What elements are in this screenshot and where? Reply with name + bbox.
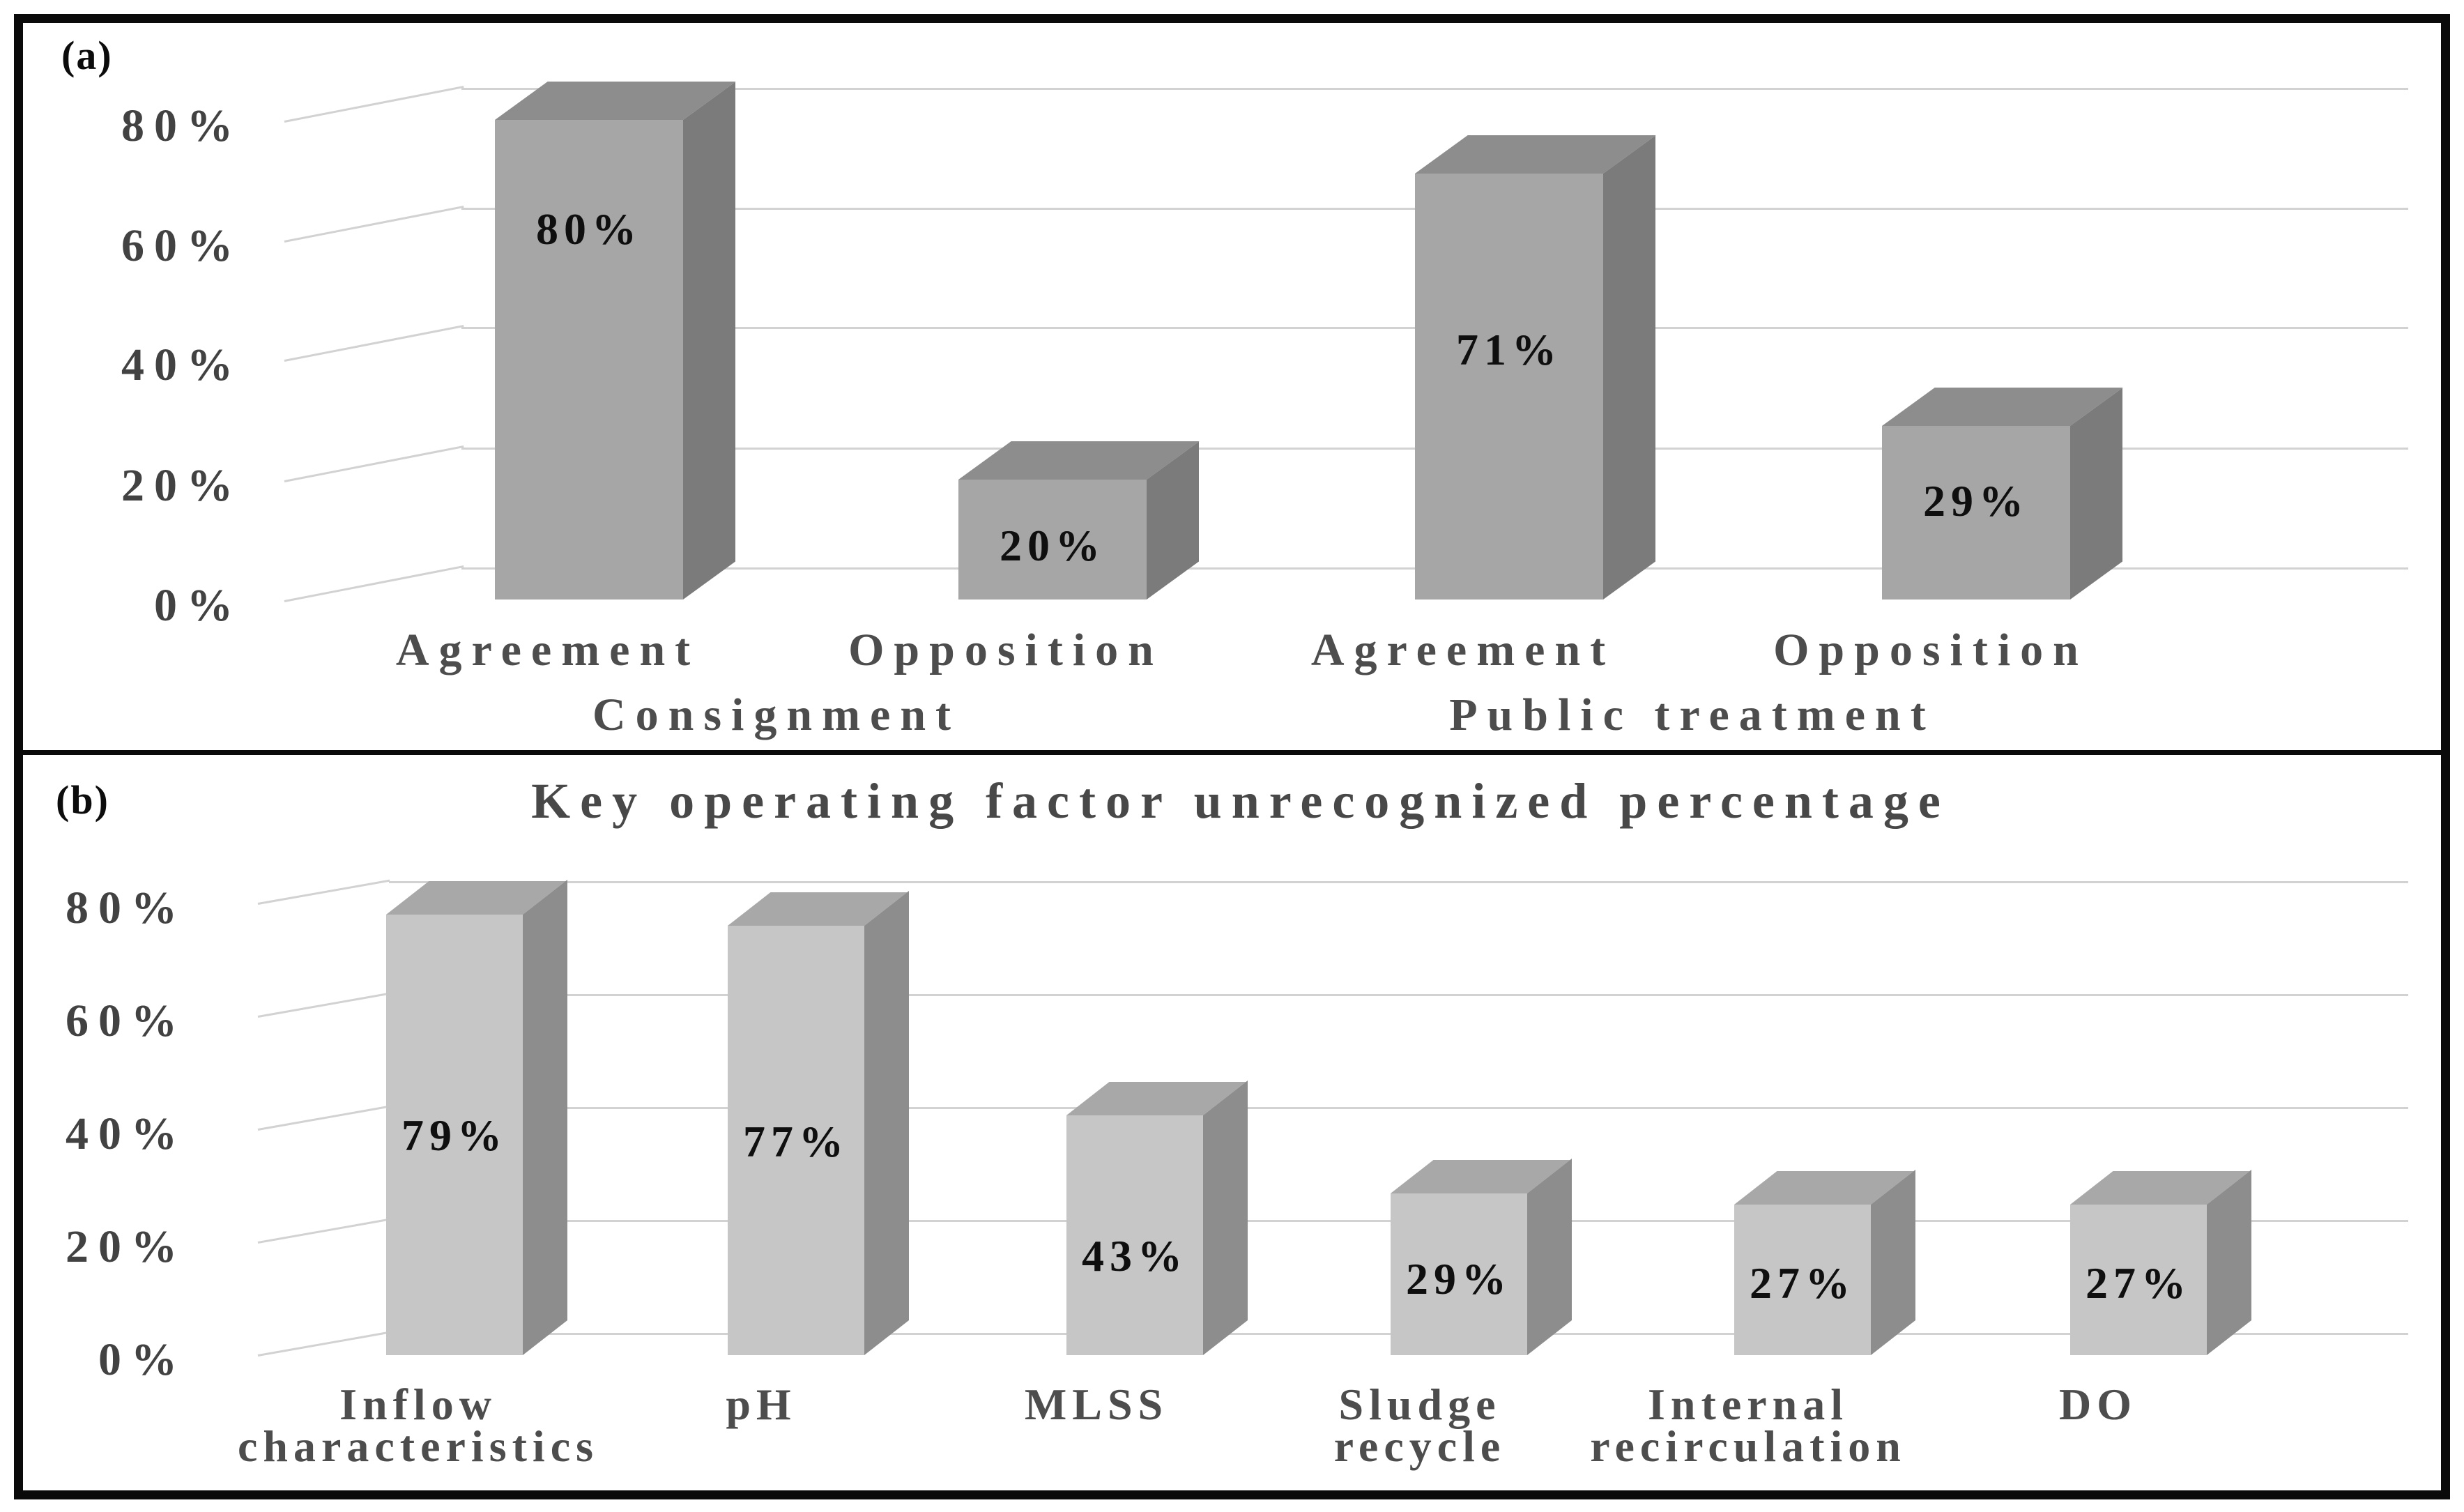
bar-public-treatment-opposition: 29%	[1882, 388, 2123, 600]
bar-value-label: 77%	[743, 1117, 849, 1167]
bar-side-face	[523, 879, 567, 1355]
bar-front-face	[958, 480, 1147, 600]
y-tick-60: 60%	[121, 220, 243, 271]
x-label-sludge-recycle: Sludge recycle	[1333, 1380, 1506, 1471]
bar-sludge-recycle: 29%	[1391, 1158, 1572, 1355]
bar-front-face	[1882, 426, 2070, 600]
y-tick-40: 40%	[121, 339, 243, 390]
y-tick-80: 80%	[121, 100, 243, 151]
gridline	[461, 88, 2408, 90]
x-label-inflow-characteristics: Inflow characteristics	[237, 1380, 599, 1471]
gridline-slant	[257, 992, 390, 1018]
x-label-agreement-1: Agreement	[395, 625, 701, 675]
bar-front-face	[1734, 1205, 1871, 1355]
bar-public-treatment-agreement: 71%	[1415, 135, 1656, 600]
gridline	[389, 881, 2408, 883]
bar-ph: 77%	[728, 890, 909, 1355]
y-tick-40: 40%	[66, 1108, 187, 1159]
x-label-mlss: MLSS	[1024, 1380, 1169, 1429]
bar-front-face	[1066, 1115, 1203, 1355]
y-tick-0: 0%	[154, 580, 243, 631]
gridline-slant	[257, 1218, 390, 1244]
group-label-consignment: Consignment	[592, 689, 961, 740]
bar-value-label: 71%	[1456, 324, 1562, 374]
panel-divider	[14, 750, 2450, 755]
bar-value-label: 80%	[536, 204, 642, 254]
bar-inflow-characteristics: 79%	[386, 879, 567, 1355]
y-tick-80: 80%	[66, 883, 187, 933]
gridline-slant	[257, 1331, 390, 1357]
chart-title: Key operating factor unrecognized percen…	[531, 773, 1950, 829]
y-tick-20: 20%	[121, 460, 243, 511]
bar-value-label: 29%	[1406, 1254, 1512, 1304]
bar-consignment-opposition: 20%	[958, 441, 1200, 600]
x-label-opposition-1: Opposition	[848, 625, 1163, 675]
bar-internal-recirculation: 27%	[1734, 1169, 1915, 1355]
x-label-ph: pH	[726, 1380, 797, 1429]
bar-value-label: 27%	[1750, 1258, 1855, 1308]
bar-value-label: 29%	[1923, 475, 2029, 526]
gridline-slant	[257, 879, 390, 905]
bar-value-label: 79%	[401, 1110, 507, 1161]
x-label-internal-recirculation: Internal recirculation	[1590, 1380, 1906, 1471]
gridline-slant	[257, 1105, 390, 1131]
bar-side-face	[1603, 135, 1655, 600]
y-tick-20: 20%	[66, 1221, 187, 1272]
panel-a-letter: (a)	[61, 33, 113, 78]
gridline	[389, 994, 2408, 996]
bar-front-face	[1391, 1193, 1527, 1355]
bar-side-face	[683, 82, 735, 600]
bar-front-face	[495, 120, 683, 600]
x-label-agreement-2: Agreement	[1310, 625, 1616, 675]
bar-front-face	[728, 926, 864, 1355]
gridline	[389, 1107, 2408, 1109]
bar-side-face	[1527, 1158, 1572, 1355]
bar-front-face	[386, 915, 523, 1355]
bar-do: 27%	[2070, 1169, 2251, 1355]
bar-consignment-agreement: 80%	[495, 82, 736, 600]
bar-front-face	[2070, 1205, 2207, 1355]
bar-value-label: 27%	[2086, 1258, 2191, 1308]
bar-side-face	[864, 890, 909, 1355]
panel-b-letter: (b)	[56, 777, 109, 823]
bar-value-label: 20%	[1000, 520, 1105, 570]
x-label-do: DO	[2059, 1380, 2137, 1429]
y-tick-0: 0%	[98, 1334, 187, 1385]
bar-mlss: 43%	[1066, 1080, 1248, 1355]
bar-side-face	[1203, 1080, 1248, 1355]
bar-value-label: 43%	[1082, 1230, 1188, 1281]
bar-front-face	[1415, 174, 1603, 600]
group-label-public-treatment: Public treatment	[1449, 689, 1936, 740]
y-tick-60: 60%	[66, 995, 187, 1046]
x-label-opposition-2: Opposition	[1773, 625, 2088, 675]
